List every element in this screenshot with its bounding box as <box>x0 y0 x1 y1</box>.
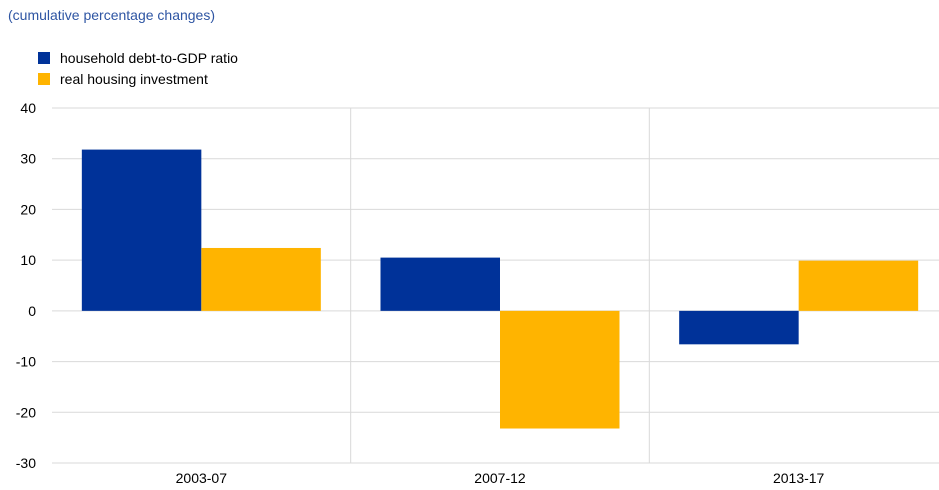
y-tick-label: 20 <box>20 201 36 217</box>
bar-household-2013-17 <box>679 310 799 345</box>
legend-label-household-debt: household debt-to-GDP ratio <box>60 49 238 66</box>
legend-label-housing-investment: real housing investment <box>60 70 208 87</box>
bar-household-2007-12 <box>380 257 500 311</box>
legend-swatch-housing-investment <box>38 72 50 85</box>
bar-household-2003-07 <box>81 149 202 311</box>
x-tick-label: 2003-07 <box>176 470 228 486</box>
y-tick-label: 40 <box>20 100 36 116</box>
bar-real-2003-07 <box>201 247 321 311</box>
y-tick-label: 0 <box>28 303 36 319</box>
y-tick-label: -10 <box>16 354 36 370</box>
bar-real-2013-17 <box>798 260 919 311</box>
legend-swatch-household-debt <box>38 51 50 64</box>
bar-real-2007-12 <box>500 310 620 429</box>
x-tick-label: 2013-17 <box>773 470 825 486</box>
chart-subtitle: (cumulative percentage changes) <box>8 7 216 23</box>
legend-item-housing-investment: real housing investment <box>38 68 238 89</box>
y-tick-label: -20 <box>16 404 36 420</box>
legend: household debt-to-GDP ratio real housing… <box>38 47 238 89</box>
legend-item-household-debt: household debt-to-GDP ratio <box>38 47 238 68</box>
y-tick-label: 30 <box>20 151 36 167</box>
y-tick-label: -30 <box>16 455 36 471</box>
y-tick-label: 10 <box>20 252 36 268</box>
x-tick-label: 2007-12 <box>474 470 526 486</box>
